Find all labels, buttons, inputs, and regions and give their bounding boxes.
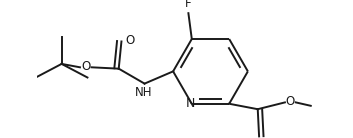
Text: F: F <box>185 0 192 10</box>
Text: N: N <box>186 97 195 110</box>
Text: O: O <box>286 95 295 108</box>
Text: NH: NH <box>135 86 152 99</box>
Text: O: O <box>82 60 91 73</box>
Text: O: O <box>126 34 135 47</box>
